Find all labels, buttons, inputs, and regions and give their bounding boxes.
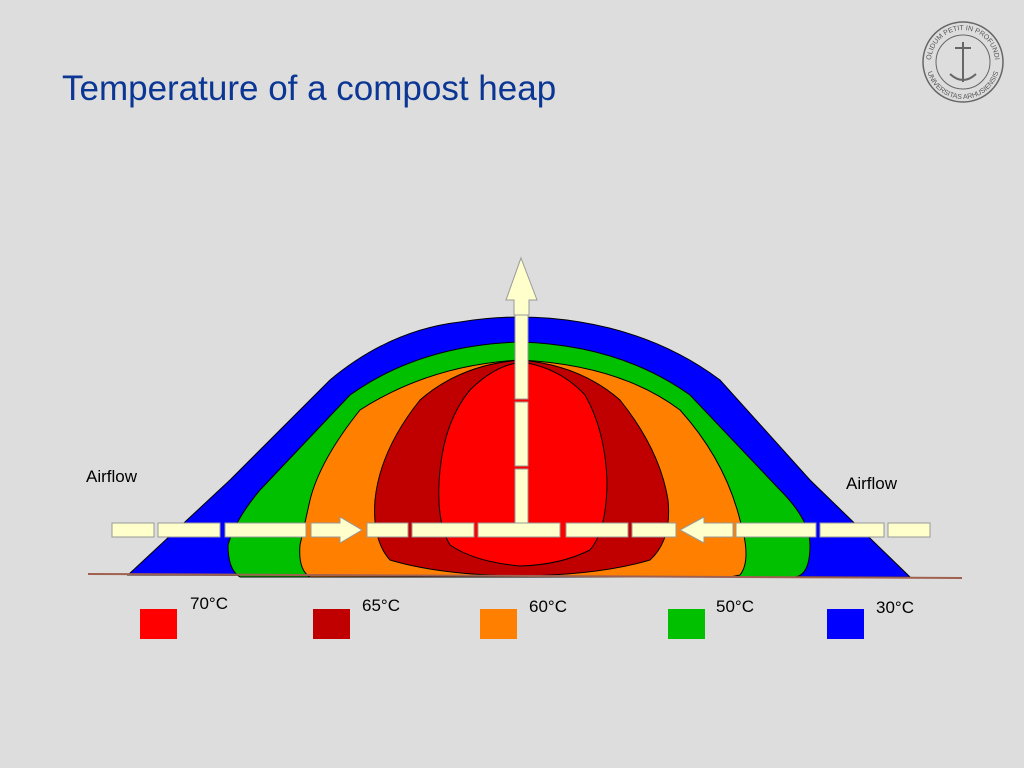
legend-swatch [313, 609, 350, 639]
legend-label: 50°C [716, 597, 754, 616]
airflow-arrows [111, 256, 931, 544]
legend-label: 60°C [529, 597, 567, 616]
legend-label: 30°C [876, 598, 914, 617]
legend-label: 65°C [362, 596, 400, 615]
legend-swatch [827, 609, 864, 639]
airflow-label: Airflow [846, 474, 898, 493]
legend-swatch [668, 609, 705, 639]
ground-line [87, 573, 963, 579]
legend-label: 70°C [190, 594, 228, 613]
legend: 70°C 65°C 60°C 50°C 30°C [140, 594, 914, 639]
legend-swatch [480, 609, 517, 639]
airflow-label: Airflow [86, 467, 138, 486]
slide-title: Temperature of a compost heap [62, 69, 556, 108]
legend-swatch [140, 609, 177, 639]
